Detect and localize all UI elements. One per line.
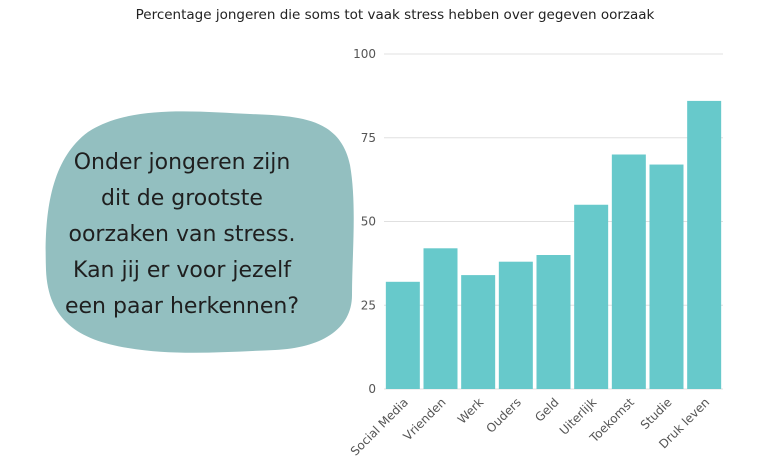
bar xyxy=(423,248,458,389)
bar xyxy=(574,204,609,389)
callout-line: Onder jongeren zijn xyxy=(73,150,291,175)
y-tick-label: 50 xyxy=(361,215,376,229)
bar xyxy=(536,255,571,389)
x-tick-label: Werk xyxy=(455,395,486,426)
callout-blob-shape xyxy=(45,111,354,353)
y-tick-label: 25 xyxy=(361,298,376,312)
bar xyxy=(687,100,722,390)
x-tick-label: Social Media xyxy=(348,395,411,458)
bar-layer xyxy=(385,100,722,390)
bar xyxy=(649,164,684,389)
chart-title: Percentage jongeren die soms tot vaak st… xyxy=(135,7,655,23)
x-tick-label: Ouders xyxy=(483,395,523,435)
x-tick-label: Studie xyxy=(638,395,675,432)
bar xyxy=(498,261,533,389)
callout-text: Onder jongeren zijn dit de grootste oorz… xyxy=(52,145,312,325)
callout-line: Kan jij er voor jezelf xyxy=(73,258,291,283)
bar xyxy=(385,281,420,389)
y-tick-label: 75 xyxy=(361,131,376,145)
bar xyxy=(461,275,496,389)
y-tick-label: 0 xyxy=(368,382,376,396)
callout-line: een paar herkennen? xyxy=(64,294,300,319)
bar xyxy=(611,154,646,389)
x-tick-label: Geld xyxy=(532,395,561,424)
y-tick-label: 100 xyxy=(353,47,376,61)
callout-line: oorzaken van stress. xyxy=(68,222,296,247)
callout-line: dit de grootste xyxy=(101,186,263,211)
